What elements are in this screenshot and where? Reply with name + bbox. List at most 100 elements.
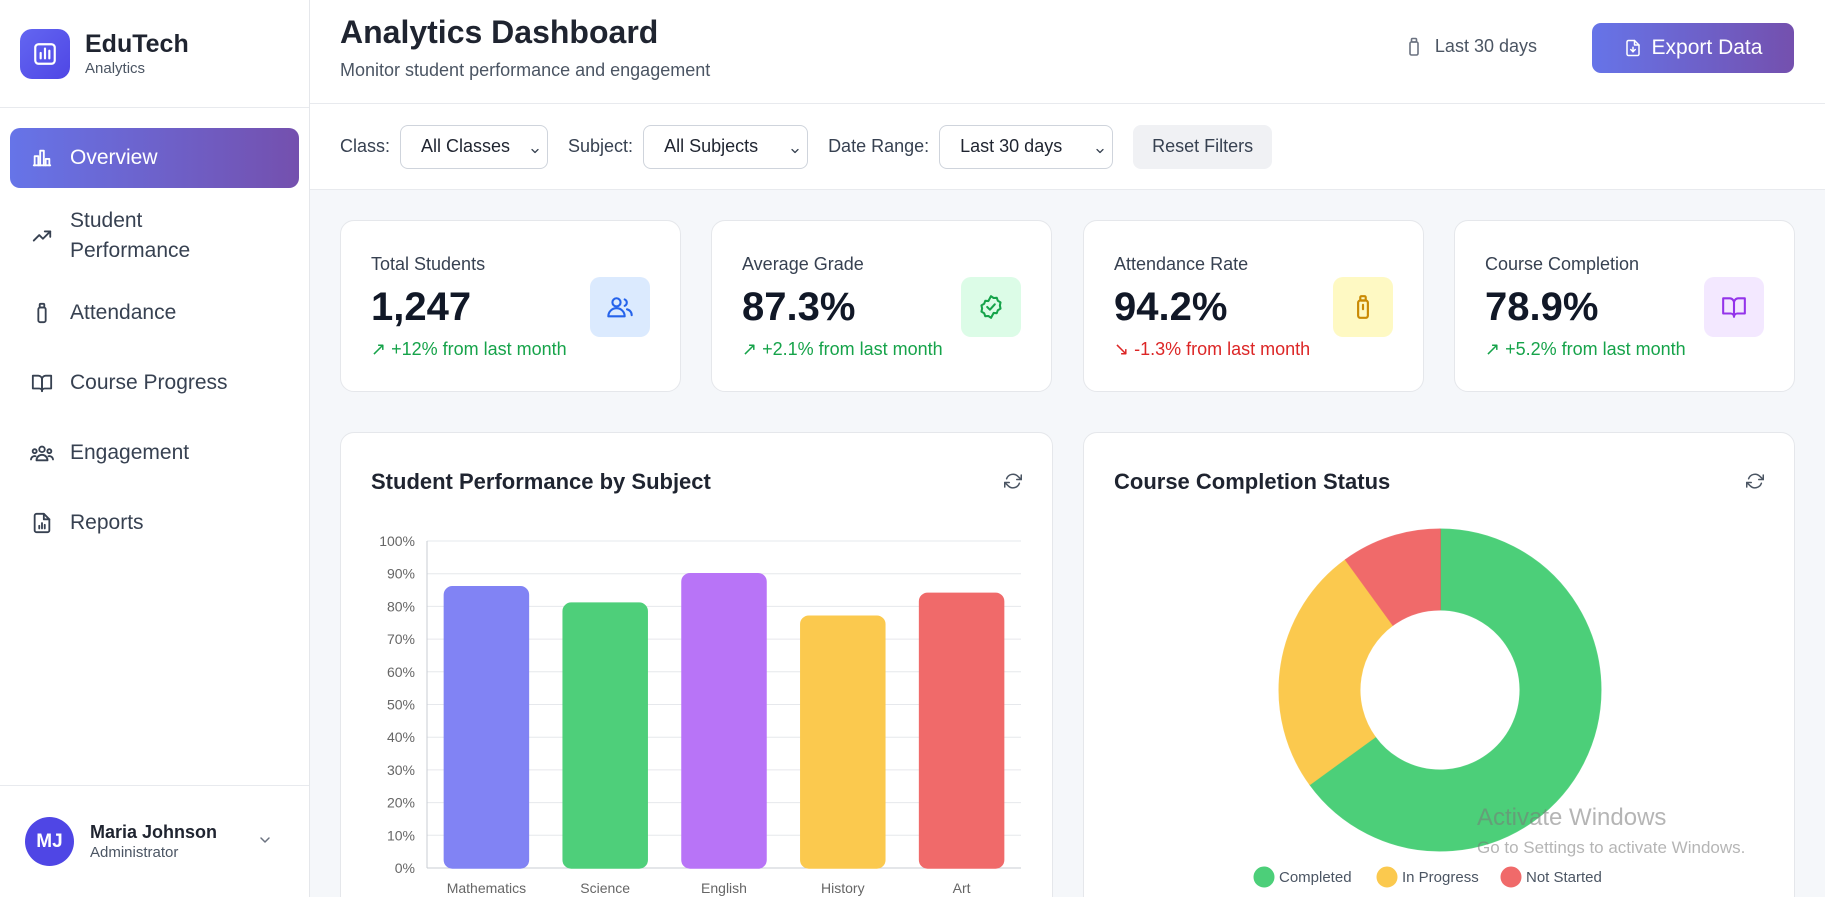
stat-label: Total Students bbox=[371, 254, 486, 274]
sidebar-item-label: Course Progress bbox=[70, 371, 228, 394]
class-filter-label: Class: bbox=[340, 136, 391, 156]
stat-change: ↗ +2.1% from last month bbox=[742, 339, 943, 359]
y-tick-label: 20% bbox=[387, 795, 415, 811]
subject-select-value: All Subjects bbox=[664, 136, 759, 156]
stat-value: 1,247 bbox=[371, 285, 472, 329]
bar-english[interactable] bbox=[681, 572, 767, 869]
slice-in-progress[interactable] bbox=[1278, 559, 1394, 786]
legend-swatch bbox=[1253, 866, 1275, 888]
clipboard-icon bbox=[30, 301, 54, 325]
user-role: Administrator bbox=[90, 843, 179, 861]
page-title: Analytics Dashboard bbox=[340, 14, 659, 50]
page-subtitle: Monitor student performance and engageme… bbox=[340, 60, 711, 80]
chevron-down-icon bbox=[1094, 141, 1106, 162]
completion-chart-panel: Completed In Progress Not Started Course C… bbox=[1083, 432, 1795, 897]
subject-filter-label: Subject: bbox=[568, 136, 634, 156]
x-tick-label: Science bbox=[580, 880, 630, 896]
book-open-icon bbox=[1704, 277, 1764, 337]
brand-name: EduTech bbox=[85, 29, 189, 58]
refresh-icon[interactable] bbox=[1746, 472, 1764, 490]
stat-card-total-students: Total Students 1,247 ↗ +12% from last mo… bbox=[340, 220, 681, 392]
sidebar-item-attendance[interactable]: Attendance bbox=[10, 283, 299, 343]
brand: EduTech Analytics bbox=[0, 0, 309, 108]
stat-label: Average Grade bbox=[742, 254, 864, 274]
date-range-select-value: Last 30 days bbox=[960, 136, 1063, 156]
x-tick-label: Art bbox=[953, 880, 971, 896]
trending-up-icon bbox=[30, 224, 54, 248]
legend-swatch bbox=[1500, 866, 1522, 888]
slice-completed[interactable] bbox=[1309, 528, 1602, 852]
bar-science[interactable] bbox=[562, 602, 648, 869]
bar-mathematics[interactable] bbox=[443, 586, 530, 869]
stat-value: 78.9% bbox=[1485, 285, 1599, 329]
legend-swatch bbox=[1376, 866, 1398, 888]
sidebar-item-course-progress[interactable]: Course Progress bbox=[10, 353, 299, 413]
clipboard-icon bbox=[1333, 277, 1393, 337]
export-data-button[interactable]: Export Data bbox=[1592, 23, 1794, 73]
date-range-select[interactable]: Last 30 days bbox=[939, 124, 1114, 169]
brand-subtitle: Analytics bbox=[85, 59, 146, 77]
bar-history[interactable] bbox=[800, 615, 886, 869]
sidebar-item-engagement[interactable]: Engagement bbox=[10, 423, 299, 483]
performance-bar-chart: 0% 10% 20% 30% 40% 50% 60% 70% 80% 90% 100% Mathema… bbox=[379, 533, 1021, 896]
subject-select[interactable]: All Subjects bbox=[643, 124, 809, 169]
y-tick-label: 40% bbox=[387, 729, 415, 745]
stat-card-course-completion: Course Completion 78.9% ↗ +5.2% from las… bbox=[1454, 220, 1795, 392]
sidebar-item-reports[interactable]: Reports bbox=[10, 493, 299, 553]
user-name: Maria Johnson bbox=[90, 821, 218, 842]
avatar: MJ bbox=[25, 817, 74, 866]
class-select-value: All Classes bbox=[421, 136, 511, 156]
completion-donut-chart: Completed In Progress Not Started bbox=[1253, 528, 1602, 888]
brand-logo-icon bbox=[20, 28, 70, 79]
legend-label: Not Started bbox=[1526, 869, 1602, 886]
y-tick-label: 10% bbox=[387, 827, 415, 843]
y-tick-label: 0% bbox=[395, 860, 415, 876]
activate-windows-watermark: Activate Windows bbox=[1477, 804, 1667, 831]
stat-card-average-grade: Average Grade 87.3% ↗ +2.1% from last mo… bbox=[711, 220, 1052, 392]
legend-label: Completed bbox=[1279, 869, 1352, 886]
activate-windows-hint: Go to Settings to activate Windows. bbox=[1477, 838, 1746, 857]
refresh-icon[interactable] bbox=[1004, 472, 1022, 490]
chevron-down-icon[interactable] bbox=[257, 832, 273, 853]
stat-label: Course Completion bbox=[1485, 254, 1640, 274]
class-select[interactable]: All Classes bbox=[400, 124, 549, 169]
sidebar-item-label: Student Performance bbox=[70, 208, 191, 262]
chevron-down-icon bbox=[789, 141, 801, 162]
stat-change: ↗ +5.2% from last month bbox=[1485, 339, 1686, 359]
sidebar-item-label: Reports bbox=[70, 511, 144, 534]
reset-filters-button[interactable]: Reset Filters bbox=[1133, 124, 1273, 169]
sidebar-nav: Overview Student Performance Attendance … bbox=[0, 108, 309, 553]
stat-card-attendance-rate: Attendance Rate 94.2% ↘ -1.3% from last … bbox=[1083, 220, 1424, 392]
performance-chart-panel: 0% 10% 20% 30% 40% 50% 60% 70% 80% 90% 100% Mathema… bbox=[340, 432, 1053, 897]
chevron-down-icon bbox=[529, 141, 541, 162]
sidebar-item-label: Attendance bbox=[70, 301, 177, 324]
y-tick-label: 60% bbox=[387, 664, 415, 680]
slice-not-started[interactable] bbox=[1344, 528, 1441, 626]
file-chart-icon bbox=[30, 511, 54, 535]
sidebar-item-label: Overview bbox=[70, 146, 158, 169]
stat-change: ↗ +12% from last month bbox=[371, 339, 567, 359]
date-range-text: Last 30 days bbox=[1434, 36, 1537, 56]
stat-label: Attendance Rate bbox=[1114, 254, 1249, 274]
y-tick-label: 90% bbox=[387, 566, 415, 582]
export-data-label: Export Data bbox=[1651, 36, 1763, 59]
sidebar-item-label: Engagement bbox=[70, 441, 190, 464]
users-icon bbox=[590, 277, 650, 337]
panel-title: Course Completion Status bbox=[1114, 469, 1391, 494]
users-icon bbox=[30, 441, 54, 465]
stat-change: ↘ -1.3% from last month bbox=[1114, 339, 1311, 359]
stat-value: 87.3% bbox=[742, 285, 856, 329]
y-tick-label: 100% bbox=[379, 533, 415, 549]
sidebar-item-overview[interactable]: Overview bbox=[10, 128, 299, 188]
bar-art[interactable] bbox=[918, 592, 1005, 869]
date-range-filter-label: Date Range: bbox=[828, 136, 930, 156]
user-profile[interactable]: MJ Maria Johnson Administrator bbox=[0, 785, 309, 897]
date-range-indicator: Last 30 days bbox=[1407, 36, 1537, 57]
sidebar-item-student-performance[interactable]: Student Performance bbox=[10, 198, 299, 273]
book-open-icon bbox=[30, 371, 54, 395]
x-tick-label: Mathematics bbox=[447, 880, 526, 896]
bar-chart-icon bbox=[30, 146, 54, 170]
stat-value: 94.2% bbox=[1114, 285, 1228, 329]
file-download-icon bbox=[1624, 39, 1642, 57]
x-tick-label: English bbox=[701, 880, 747, 896]
